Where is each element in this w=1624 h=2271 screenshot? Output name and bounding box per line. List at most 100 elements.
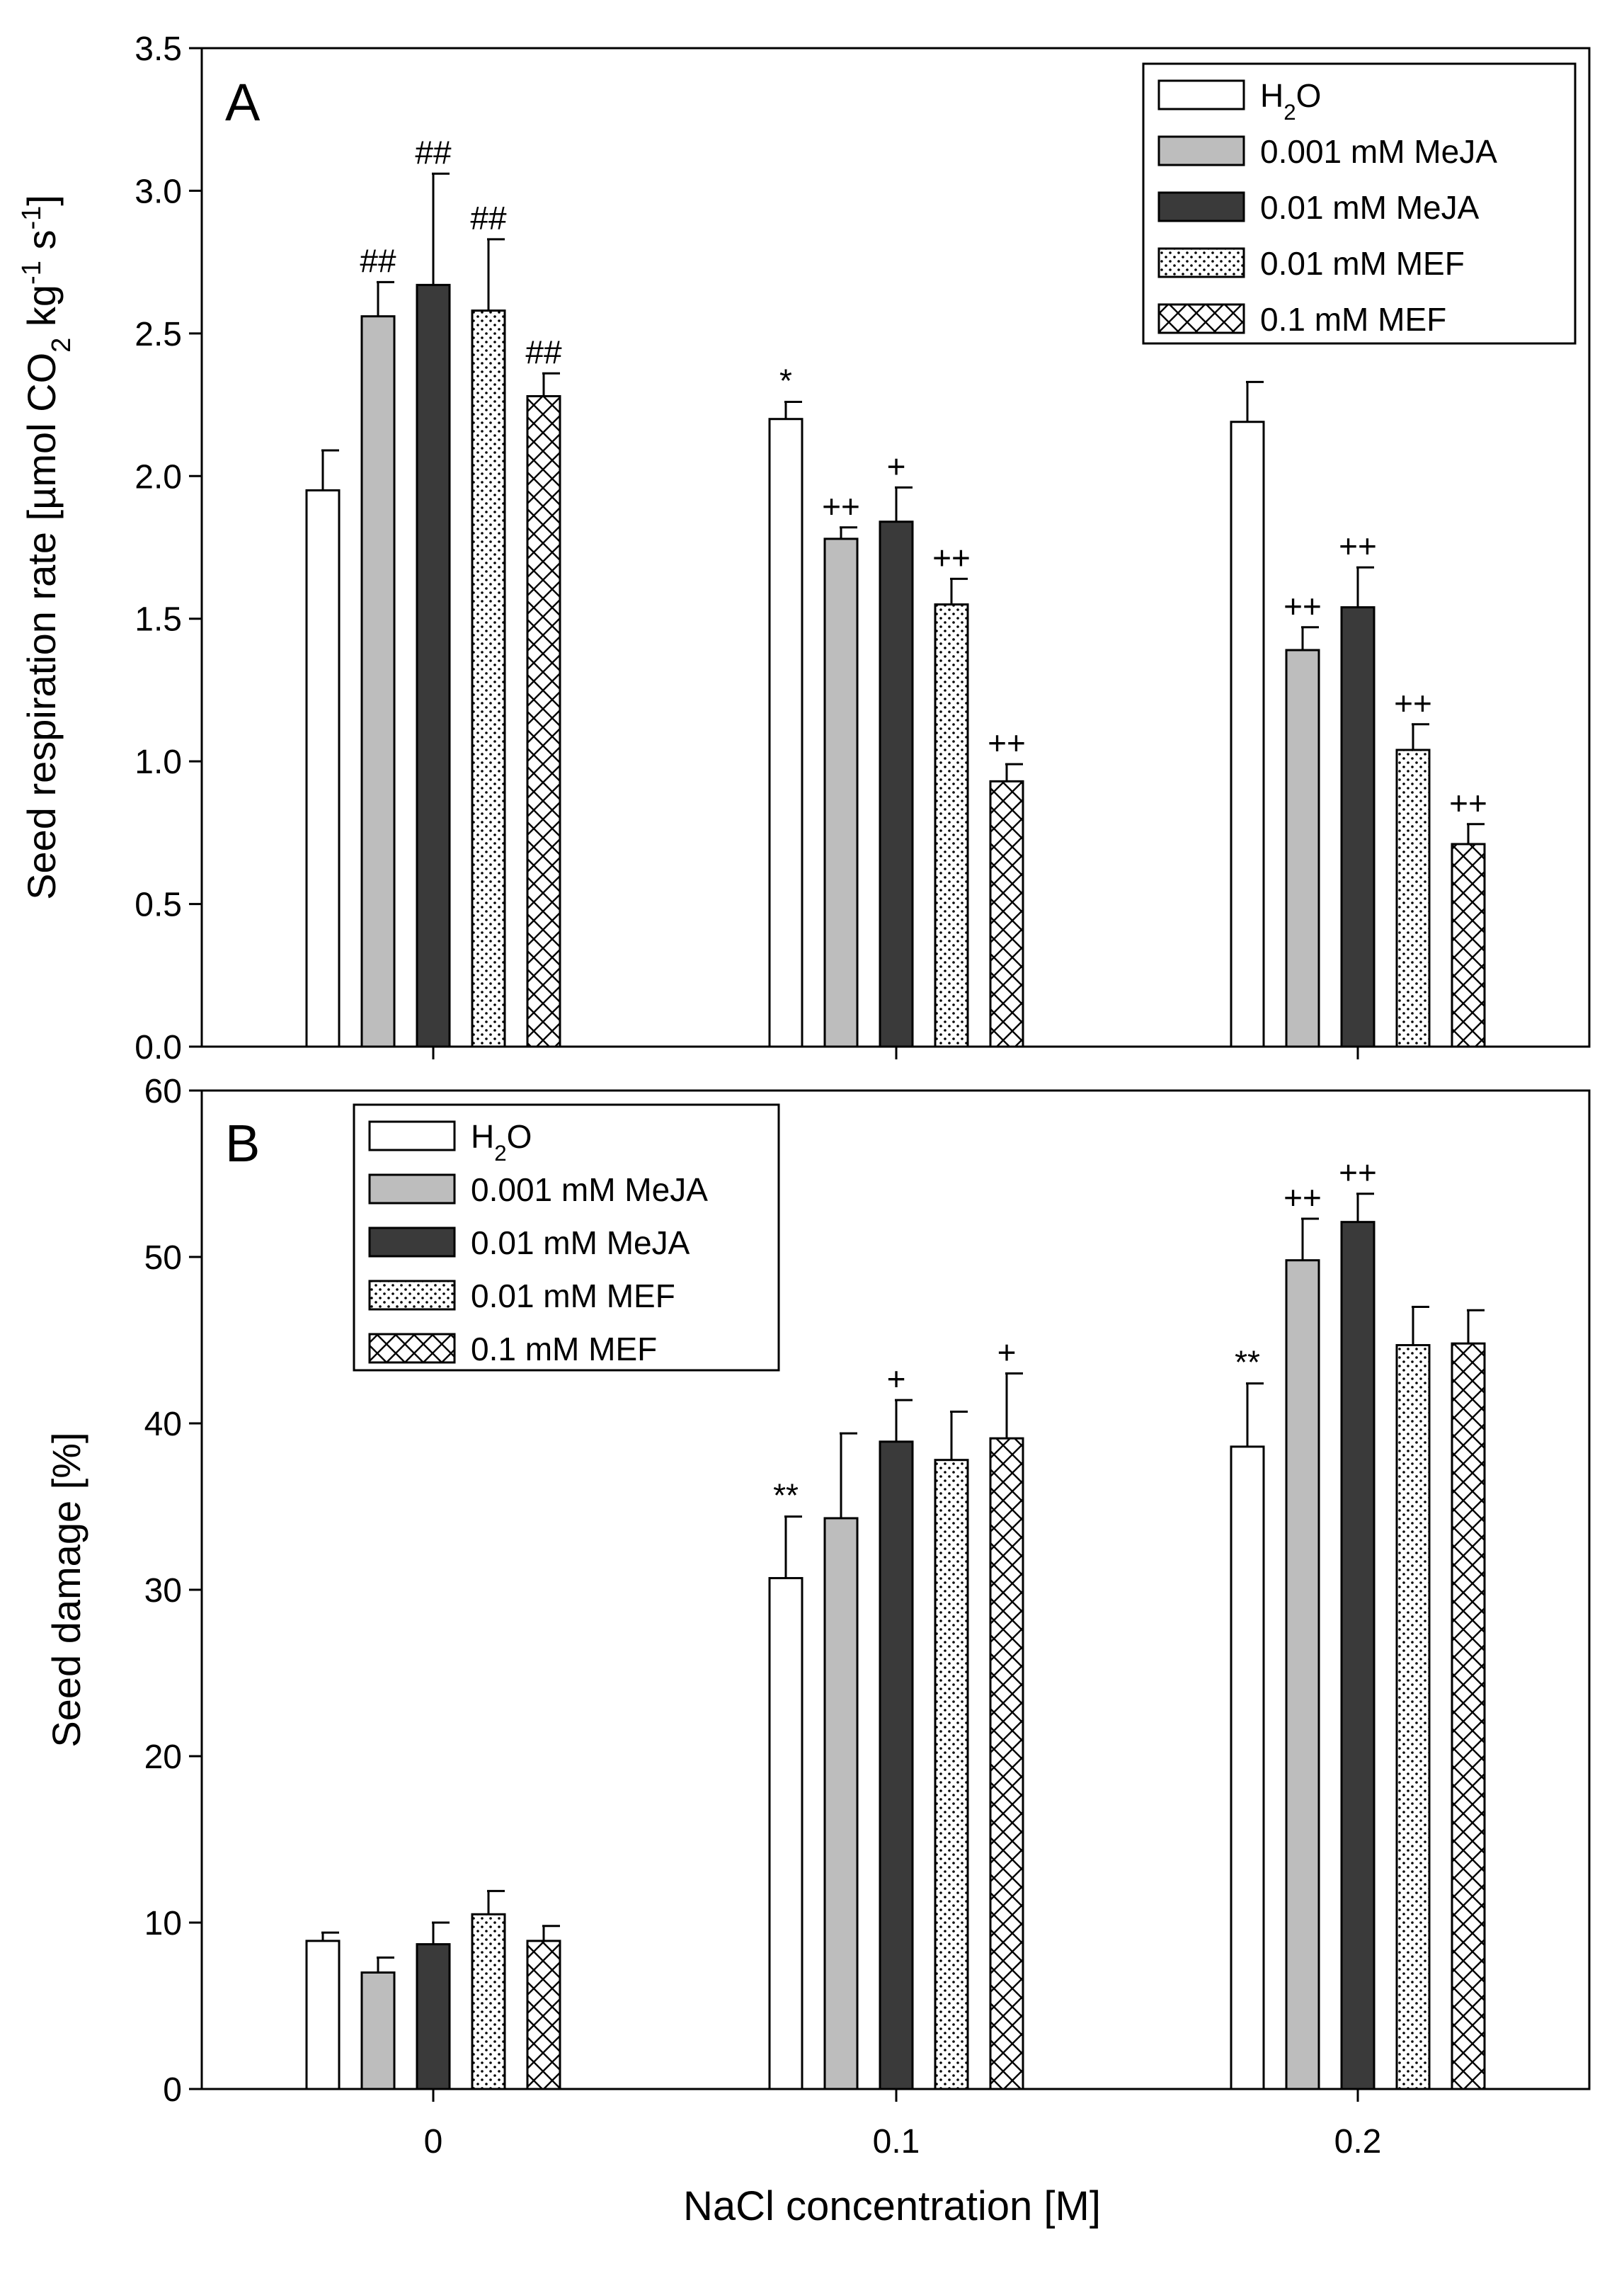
panel-label: A xyxy=(225,73,261,132)
bar xyxy=(526,394,561,1048)
y-tick-label: 1.5 xyxy=(135,601,182,639)
bar xyxy=(416,283,451,1048)
y-tick-label: 3.5 xyxy=(135,30,182,68)
legend-swatch xyxy=(1157,303,1245,334)
significance-label: ++ xyxy=(1339,1154,1377,1191)
label-text: Seed respiration rate [µmol CO xyxy=(19,353,64,900)
bar xyxy=(1451,1342,1486,2090)
legend-swatch xyxy=(1157,79,1245,110)
label-text: 0.01 mM MeJA xyxy=(1260,189,1480,226)
significance-label: ** xyxy=(1235,1344,1260,1381)
label-text: ] xyxy=(19,195,64,206)
legend: H2O 0.001 mM MeJA 0.01 mM MeJA 0.01 mM MEF 0… xyxy=(1142,62,1577,345)
legend-label: 0.01 mM MeJA xyxy=(471,1224,690,1261)
y-tick-label: 10 xyxy=(144,1905,182,1942)
bar xyxy=(471,1913,506,2090)
legend-label: H2O xyxy=(471,1118,532,1166)
label-text: O xyxy=(1296,77,1322,114)
bar xyxy=(934,603,969,1048)
bar xyxy=(1395,749,1431,1048)
legend-label: H2O xyxy=(1260,77,1321,125)
bar xyxy=(768,418,804,1048)
bar xyxy=(471,309,506,1048)
legend-label: 0.01 mM MEF xyxy=(1260,245,1465,282)
y-tick-label: 60 xyxy=(144,1073,182,1110)
significance-label: ## xyxy=(470,200,507,237)
x-tick-label: 0 xyxy=(424,2123,443,2161)
bar xyxy=(305,489,341,1048)
legend-label: 0.1 mM MEF xyxy=(1260,301,1446,338)
superscript-text: -1 xyxy=(17,261,47,285)
bar xyxy=(1340,606,1376,1048)
legend-swatch xyxy=(368,1226,456,1258)
significance-label: ** xyxy=(773,1477,799,1514)
bar xyxy=(1395,1344,1431,2090)
y-tick-label: 40 xyxy=(144,1406,182,1443)
significance-label: ++ xyxy=(1283,588,1322,625)
y-axis-title: Seed respiration rate [µmol CO2 kg-1 s-1… xyxy=(17,195,76,900)
legend-label: 0.01 mM MEF xyxy=(471,1277,675,1314)
bar xyxy=(1285,1259,1320,2090)
bar xyxy=(989,780,1024,1048)
bar xyxy=(934,1459,969,2090)
superscript-text: -1 xyxy=(17,206,47,230)
bar xyxy=(526,1940,561,2090)
legend-swatch xyxy=(1157,247,1245,278)
legend-swatch xyxy=(1157,135,1245,166)
significance-label: ## xyxy=(525,334,562,370)
bar xyxy=(823,537,859,1048)
label-text: O xyxy=(507,1118,532,1155)
bar xyxy=(305,1940,341,2090)
label-text: H xyxy=(1260,77,1283,114)
panel-a-respiration-chart: 0.0 0.5 1.0 1.5 2.0 2.5 3.0 3.5 Seed respiration… xyxy=(17,30,1591,1066)
legend-label: 0.001 mM MeJA xyxy=(1260,133,1497,170)
bar xyxy=(989,1437,1024,2090)
y-tick-label: 2.0 xyxy=(135,458,182,496)
legend-swatch xyxy=(368,1173,456,1205)
y-tick-label: 50 xyxy=(144,1239,182,1277)
y-axis-title: Seed damage [%] xyxy=(44,1432,88,1747)
label-text: 0.001 mM MeJA xyxy=(471,1171,708,1208)
label-text: Seed damage [%] xyxy=(44,1432,88,1747)
significance-label: + xyxy=(887,1360,906,1397)
y-tick-label: 0.0 xyxy=(135,1029,182,1066)
significance-label: + xyxy=(887,448,906,484)
significance-label: ++ xyxy=(932,539,971,576)
bar xyxy=(360,1971,396,2090)
y-tick-label: 30 xyxy=(144,1572,182,1610)
significance-label: ## xyxy=(360,242,396,279)
y-tick-label: 2.5 xyxy=(135,316,182,353)
bar xyxy=(416,1943,451,2090)
significance-label: ## xyxy=(415,134,452,171)
subscript-text: 2 xyxy=(47,338,76,353)
significance-label: * xyxy=(779,363,792,399)
label-text: 0.01 mM MEF xyxy=(471,1277,675,1314)
label-text: 0.01 mM MEF xyxy=(1260,245,1465,282)
subscript-text: 2 xyxy=(1283,100,1296,125)
legend-label: 0.001 mM MeJA xyxy=(471,1171,708,1208)
label-text: kg xyxy=(19,285,64,338)
subscript-text: 2 xyxy=(494,1141,506,1166)
y-tick-label: 3.0 xyxy=(135,173,182,210)
label-text: 0.1 mM MEF xyxy=(471,1331,657,1367)
x-axis-title: NaCl concentration [M] xyxy=(683,2183,1101,2229)
bar xyxy=(1285,649,1320,1048)
legend-swatch xyxy=(368,1333,456,1364)
y-tick-label: 1.0 xyxy=(135,744,182,781)
panel-label: B xyxy=(225,1114,260,1173)
bar xyxy=(1230,1445,1265,2090)
label-text: 0.1 mM MEF xyxy=(1260,301,1446,338)
bar xyxy=(879,520,914,1048)
label-text: s xyxy=(19,230,64,261)
bar xyxy=(823,1517,859,2090)
legend-swatch xyxy=(1157,191,1245,222)
label-text: 0.01 mM MeJA xyxy=(471,1224,690,1261)
significance-label: ++ xyxy=(1283,1179,1322,1216)
bar xyxy=(360,315,396,1048)
bar xyxy=(1451,843,1486,1048)
y-tick-label: 20 xyxy=(144,1738,182,1776)
legend-swatch xyxy=(368,1120,456,1151)
y-tick-label: 0.5 xyxy=(135,887,182,924)
